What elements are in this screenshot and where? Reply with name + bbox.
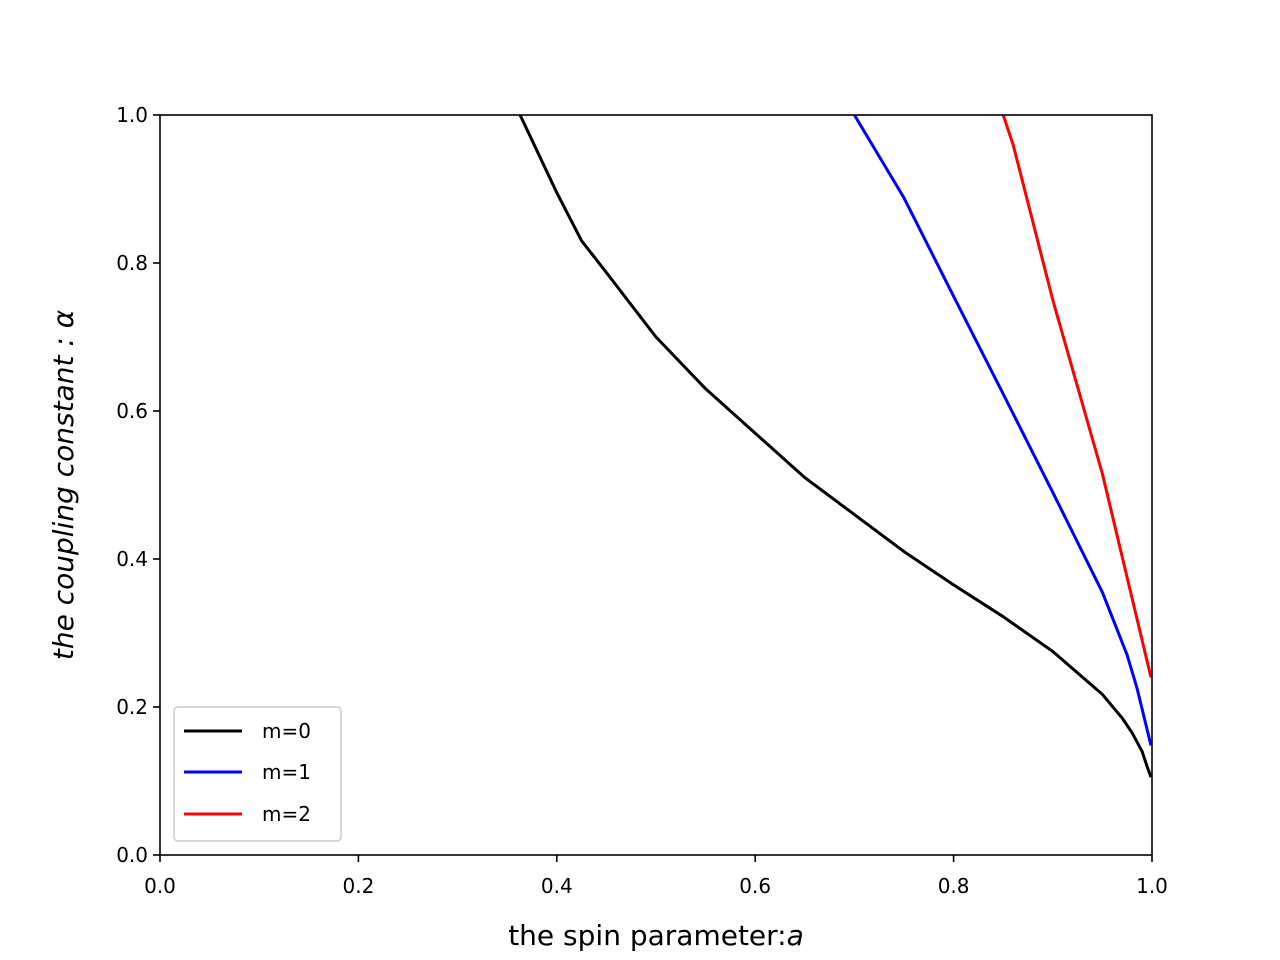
series-line-m1 (853, 114, 1153, 746)
x-tick-label: 0.2 (342, 874, 374, 898)
axis-ticks: 0.0 0.2 0.4 0.6 0.8 1.0 0.0 0.2 0.4 0.6 0.8 1.0 (116, 103, 1168, 898)
x-tick-label: 0.4 (541, 874, 573, 898)
x-tick-label: 0.8 (938, 874, 970, 898)
plot-area-frame (159, 114, 1153, 856)
series-line-m2 (1001, 114, 1153, 678)
y-tick-label: 0.4 (116, 547, 148, 571)
plot-lines (518, 114, 1153, 778)
legend-label-m1: m=1 (262, 760, 311, 784)
y-tick-label: 0.8 (116, 251, 148, 275)
x-axis-title-prefix: the spin parameter: (508, 919, 786, 952)
legend-box (173, 706, 342, 842)
x-axis-title: the spin parameter:a (508, 919, 804, 952)
legend: m=0 m=1 m=2 (173, 706, 342, 842)
legend-label-m2: m=2 (262, 802, 311, 826)
y-tick-label: 0.6 (116, 399, 148, 423)
y-tick-label: 0.2 (116, 695, 148, 719)
x-tick-label: 1.0 (1136, 874, 1168, 898)
x-axis-title-symbol: a (787, 919, 804, 952)
legend-label-m0: m=0 (262, 719, 311, 743)
y-axis-title: the coupling constant : α (47, 309, 80, 660)
series-line-m0 (518, 114, 1153, 778)
x-tick-label: 0.0 (144, 874, 176, 898)
x-tick-label: 0.6 (739, 874, 771, 898)
y-tick-label: 1.0 (116, 103, 148, 127)
y-tick-label: 0.0 (116, 843, 148, 867)
